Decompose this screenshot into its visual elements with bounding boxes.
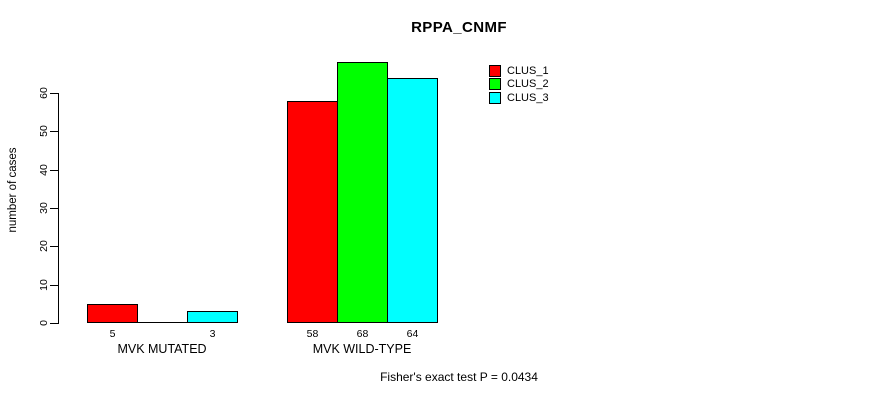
legend-swatch-icon <box>489 78 501 91</box>
y-axis-line <box>58 93 59 324</box>
y-axis-tick-label: 30 <box>38 202 50 214</box>
bar-value-label: 68 <box>356 328 369 340</box>
legend-label: CLUS_3 <box>507 91 549 104</box>
legend-swatch-icon <box>489 64 501 77</box>
bar-value-label: 3 <box>209 328 216 340</box>
y-axis-tick <box>50 323 58 324</box>
legend: CLUS_1 CLUS_2 CLUS_3 <box>489 64 549 105</box>
y-axis-tick-label: 10 <box>38 279 50 291</box>
y-axis-tick <box>50 285 58 286</box>
x-axis-category-label: MVK WILD-TYPE <box>312 342 412 356</box>
bar-value-label: 64 <box>406 328 419 340</box>
bar <box>187 311 238 323</box>
bar-zero-height <box>137 322 188 323</box>
bar <box>287 101 338 323</box>
legend-entry: CLUS_2 <box>489 78 549 92</box>
y-axis-tick-label: 50 <box>38 125 50 137</box>
legend-swatch-icon <box>489 91 501 104</box>
y-axis-tick <box>50 170 58 171</box>
x-axis-category-label: MVK MUTATED <box>117 342 207 356</box>
y-axis-tick-label: 40 <box>38 164 50 176</box>
y-axis-tick <box>50 246 58 247</box>
bar-value-label: 5 <box>109 328 116 340</box>
chart-title: RPPA_CNMF <box>411 19 507 36</box>
bar <box>87 304 138 323</box>
y-axis-tick-label: 0 <box>38 320 50 326</box>
bar <box>387 78 438 323</box>
y-axis-tick-label: 20 <box>38 240 50 252</box>
bar <box>337 62 388 323</box>
stat-test-annotation: Fisher's exact test P = 0.0434 <box>380 370 538 384</box>
legend-label: CLUS_2 <box>507 78 549 91</box>
y-axis-tick-label: 60 <box>38 87 50 99</box>
y-axis-tick <box>50 208 58 209</box>
legend-entry: CLUS_3 <box>489 91 549 105</box>
y-axis-tick <box>50 93 58 94</box>
bar-value-label: 58 <box>306 328 319 340</box>
legend-entry: CLUS_1 <box>489 64 549 78</box>
y-axis-tick <box>50 131 58 132</box>
legend-label: CLUS_1 <box>507 64 549 77</box>
